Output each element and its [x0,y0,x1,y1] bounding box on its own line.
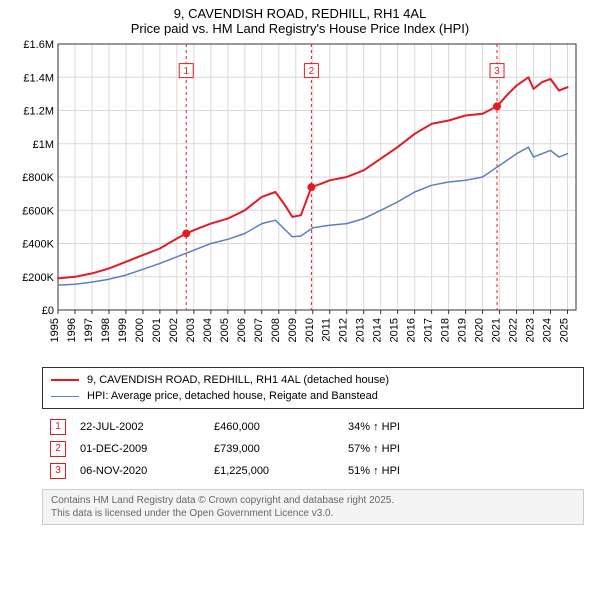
svg-text:1996: 1996 [66,318,78,342]
footer-line-1: Contains HM Land Registry data © Crown c… [51,494,575,507]
legend-label-1: 9, CAVENDISH ROAD, REDHILL, RH1 4AL (det… [87,372,389,388]
svg-text:2021: 2021 [491,318,503,342]
svg-text:£1.6M: £1.6M [23,40,54,51]
svg-text:3: 3 [494,66,500,77]
svg-text:2003: 2003 [185,318,197,342]
svg-text:2016: 2016 [406,318,418,342]
event-date-2: 01-DEC-2009 [74,439,206,459]
legend-swatch-2 [51,396,79,397]
svg-text:1997: 1997 [83,318,95,342]
svg-text:£600K: £600K [22,205,54,217]
svg-text:£200K: £200K [22,272,54,284]
svg-text:£1.2M: £1.2M [23,106,54,118]
event-row-1: 1 22-JUL-2002 £460,000 34% ↑ HPI [44,417,406,437]
svg-text:2010: 2010 [304,318,316,342]
footer-line-2: This data is licensed under the Open Gov… [51,507,575,520]
svg-text:1: 1 [183,66,189,77]
svg-text:2011: 2011 [321,318,333,342]
title-address: 9, CAVENDISH ROAD, REDHILL, RH1 4AL [0,6,600,21]
svg-text:2019: 2019 [457,318,469,342]
event-num-1: 1 [50,419,66,435]
svg-text:2000: 2000 [134,318,146,342]
events-table: 1 22-JUL-2002 £460,000 34% ↑ HPI 2 01-DE… [42,415,408,483]
svg-text:2017: 2017 [423,318,435,342]
svg-text:1995: 1995 [49,318,61,342]
svg-text:2023: 2023 [525,318,537,342]
svg-text:2005: 2005 [219,318,231,342]
chart-title-block: 9, CAVENDISH ROAD, REDHILL, RH1 4AL Pric… [0,0,600,36]
legend-row-1: 9, CAVENDISH ROAD, REDHILL, RH1 4AL (det… [51,372,575,388]
event-date-1: 22-JUL-2002 [74,417,206,437]
event-row-3: 3 06-NOV-2020 £1,225,000 51% ↑ HPI [44,461,406,481]
svg-text:2001: 2001 [151,318,163,342]
svg-text:2008: 2008 [270,318,282,342]
title-subtitle: Price paid vs. HM Land Registry's House … [0,21,600,36]
event-price-2: £739,000 [208,439,340,459]
svg-text:1998: 1998 [100,318,112,342]
svg-text:2015: 2015 [389,318,401,342]
chart-container: £0 £200K £400K £600K £800K £1M £1.2M £1.4M £1.6M… [16,40,584,365]
svg-text:2020: 2020 [474,318,486,342]
svg-text:2009: 2009 [287,318,299,342]
svg-text:2024: 2024 [542,318,554,342]
event-price-3: £1,225,000 [208,461,340,481]
svg-text:2006: 2006 [236,318,248,342]
svg-text:£1M: £1M [33,139,54,151]
event-pct-2: 57% ↑ HPI [342,439,406,459]
svg-text:2018: 2018 [440,318,452,342]
svg-text:2022: 2022 [508,318,520,342]
svg-text:2: 2 [309,66,315,77]
svg-text:£1.4M: £1.4M [23,72,54,84]
svg-text:£0: £0 [42,305,54,317]
svg-text:2012: 2012 [338,318,350,342]
legend-row-2: HPI: Average price, detached house, Reig… [51,388,575,404]
legend-label-2: HPI: Average price, detached house, Reig… [87,388,378,404]
price-chart: £0 £200K £400K £600K £800K £1M £1.2M £1.4M £1.6M… [16,40,584,360]
event-num-2: 2 [50,441,66,457]
svg-text:2025: 2025 [559,318,571,342]
svg-text:£800K: £800K [22,172,54,184]
footer-attribution: Contains HM Land Registry data © Crown c… [42,489,584,525]
svg-text:2014: 2014 [372,318,384,342]
svg-text:2013: 2013 [355,318,367,342]
event-price-1: £460,000 [208,417,340,437]
svg-text:2002: 2002 [168,318,180,342]
event-num-3: 3 [50,463,66,479]
event-date-3: 06-NOV-2020 [74,461,206,481]
svg-text:1999: 1999 [117,318,129,342]
legend: 9, CAVENDISH ROAD, REDHILL, RH1 4AL (det… [42,367,584,409]
legend-swatch-1 [51,379,79,381]
svg-text:2007: 2007 [253,318,265,342]
event-row-2: 2 01-DEC-2009 £739,000 57% ↑ HPI [44,439,406,459]
event-pct-3: 51% ↑ HPI [342,461,406,481]
event-pct-1: 34% ↑ HPI [342,417,406,437]
svg-text:2004: 2004 [202,318,214,342]
svg-text:£400K: £400K [22,239,54,251]
